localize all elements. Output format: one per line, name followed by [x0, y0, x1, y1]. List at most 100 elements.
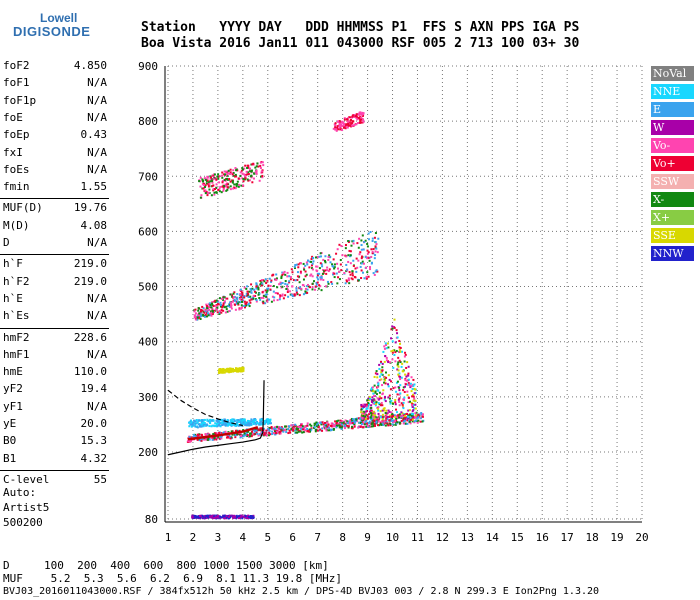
echo-point: [288, 425, 291, 428]
echo-point: [239, 420, 242, 423]
echo-point: [288, 280, 291, 283]
echo-point: [251, 163, 254, 166]
echo-point: [325, 424, 328, 427]
echo-point: [377, 402, 380, 405]
echo-point: [198, 423, 201, 426]
legend-item: Vo-: [651, 138, 694, 153]
echo-point: [239, 171, 242, 174]
echo-point: [215, 183, 218, 186]
echo-point: [360, 257, 363, 260]
echo-point: [405, 379, 408, 382]
echo-point: [374, 245, 377, 248]
echo-point: [271, 433, 274, 436]
echo-point: [227, 422, 230, 425]
echo-point: [410, 376, 413, 379]
echo-point: [230, 305, 233, 308]
echo-point: [409, 422, 412, 425]
echo-point: [222, 309, 225, 312]
echo-point: [394, 341, 397, 344]
echo-point: [383, 347, 386, 350]
echo-point: [360, 244, 363, 247]
echo-point: [246, 292, 249, 295]
echo-point: [365, 425, 368, 428]
echo-point: [395, 419, 398, 422]
echo-point: [382, 423, 385, 426]
echo-point: [233, 424, 236, 427]
echo-point: [375, 420, 378, 423]
param-value: 219.0: [73, 274, 107, 288]
echo-point: [203, 182, 206, 185]
echo-point: [227, 423, 230, 426]
echo-point: [201, 182, 204, 185]
echo-point: [194, 312, 197, 315]
x-tick-label: 5: [264, 531, 271, 544]
echo-point: [281, 285, 284, 288]
echo-point: [353, 115, 356, 118]
echo-point: [402, 407, 405, 410]
echo-point: [396, 368, 399, 371]
echo-point: [301, 431, 304, 434]
echo-point: [198, 180, 201, 183]
echo-point: [293, 265, 296, 268]
echo-point: [316, 429, 319, 432]
lowell-logo-text: Lowell: [40, 11, 78, 25]
echo-point: [239, 436, 242, 439]
echo-point: [190, 425, 193, 428]
echo-point: [404, 415, 407, 418]
echo-point: [259, 298, 262, 301]
echo-point: [225, 170, 228, 173]
echo-point: [266, 287, 269, 290]
echo-point: [340, 269, 343, 272]
echo-point: [386, 412, 389, 415]
echo-point: [403, 385, 406, 388]
echo-point: [355, 113, 358, 116]
echo-point: [279, 283, 282, 286]
echo-point: [356, 118, 359, 121]
echo-point: [345, 123, 348, 126]
echo-point: [221, 306, 224, 309]
echo-point: [216, 300, 219, 303]
echo-point: [207, 420, 210, 423]
echo-point: [212, 438, 215, 441]
echo-point: [349, 262, 352, 265]
echo-point: [382, 407, 385, 410]
echo-point: [213, 516, 216, 519]
echo-point: [411, 410, 414, 413]
echo-point: [345, 268, 348, 271]
echo-point: [288, 429, 291, 432]
echo-point: [400, 414, 403, 417]
echo-point: [261, 169, 264, 172]
echo-point: [220, 418, 223, 421]
echo-point: [200, 439, 203, 442]
echo-point: [199, 318, 202, 321]
echo-point: [280, 277, 283, 280]
echo-point: [305, 273, 308, 276]
echo-point: [202, 424, 205, 427]
echo-point: [207, 516, 210, 519]
echo-point: [343, 124, 346, 127]
echo-point: [370, 406, 373, 409]
echo-point: [298, 294, 301, 297]
echo-point: [367, 232, 370, 235]
param-value: 1.55: [80, 180, 108, 194]
param-value: 20.0: [80, 417, 108, 430]
echo-point: [193, 419, 196, 422]
echo-point: [356, 122, 359, 125]
echo-point: [397, 361, 400, 364]
echo-point: [394, 386, 397, 389]
echo-point: [204, 516, 207, 519]
echo-point: [222, 423, 225, 426]
echo-point: [286, 275, 289, 278]
echo-point: [236, 296, 239, 299]
echo-point: [212, 433, 215, 436]
echo-point: [238, 368, 241, 371]
param-label: yE: [3, 417, 17, 430]
echo-point: [263, 422, 266, 425]
echo-point: [364, 421, 367, 424]
echo-point: [268, 434, 271, 437]
echo-point: [213, 173, 216, 176]
echo-point: [225, 370, 228, 373]
echo-point: [262, 296, 265, 299]
x-tick-label: 11: [411, 531, 424, 544]
echo-point: [295, 289, 298, 292]
